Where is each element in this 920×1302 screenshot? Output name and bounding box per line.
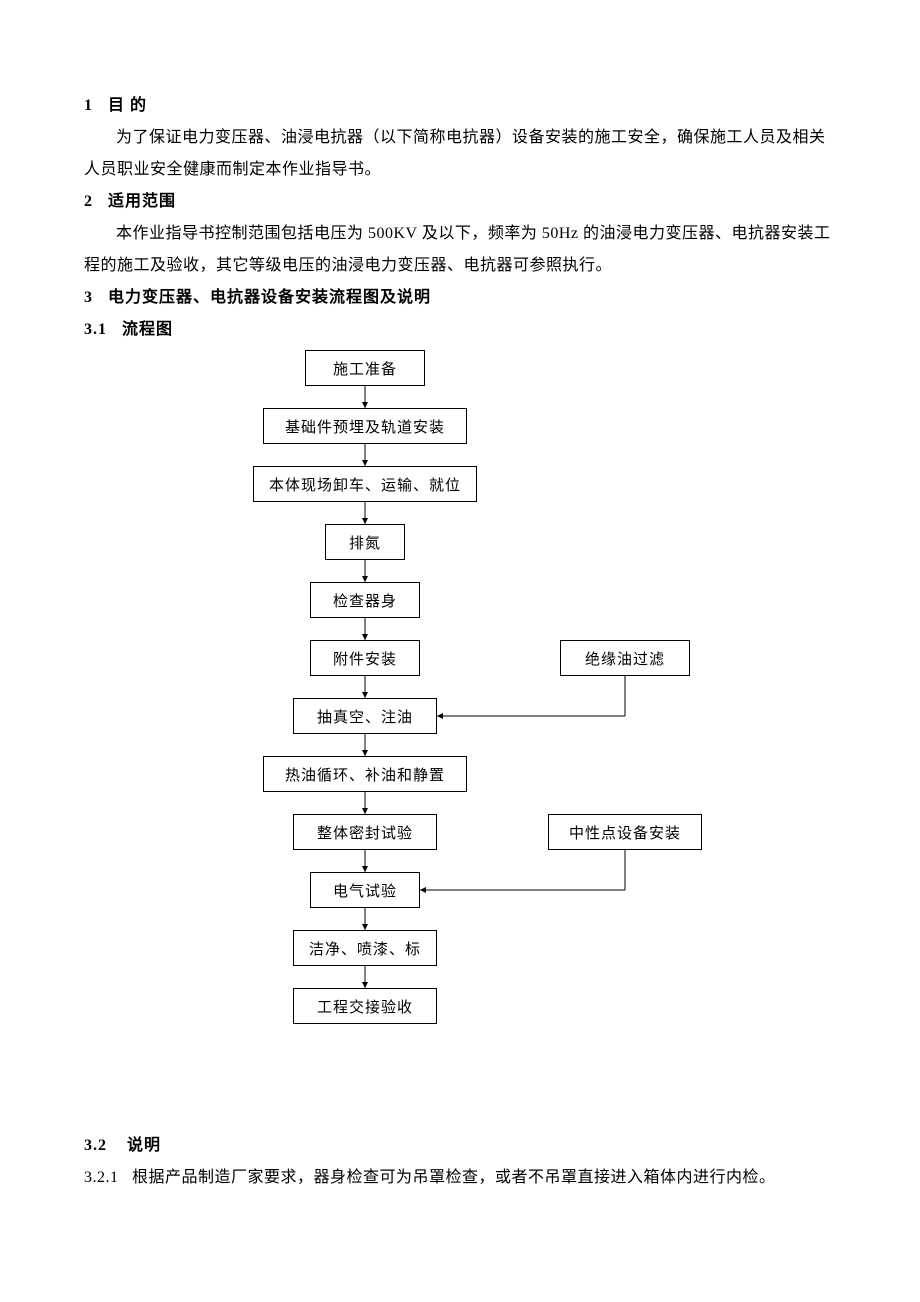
flow-node-n11: 洁净、喷漆、标 bbox=[293, 930, 437, 966]
heading-3-1: 3.1 流程图 bbox=[84, 314, 836, 346]
flow-node-n10: 电气试验 bbox=[310, 872, 420, 908]
installation-flowchart: 施工准备基础件预埋及轨道安装本体现场卸车、运输、就位排氮检查器身附件安装 绝缘油过… bbox=[180, 350, 740, 1130]
flow-node-n12: 工程交接验收 bbox=[293, 988, 437, 1024]
heading-3-2: 3.2 说明 bbox=[84, 1130, 836, 1162]
flow-node-n4: 排氮 bbox=[325, 524, 405, 560]
section-2-body: 本作业指导书控制范围包括电压为 500KV 及以下，频率为 50Hz 的油浸电力… bbox=[84, 218, 836, 282]
heading-3-title: 电力变压器、电抗器设备安装流程图及说明 bbox=[108, 289, 431, 306]
flow-node-n2: 基础件预埋及轨道安装 bbox=[263, 408, 467, 444]
flow-node-s6: 绝缘油过滤 bbox=[560, 640, 690, 676]
flow-node-n9: 整体密封试验 bbox=[293, 814, 437, 850]
heading-3-1-title: 流程图 bbox=[122, 321, 173, 338]
flow-node-n6: 附件安装 bbox=[310, 640, 420, 676]
flow-node-s9: 中性点设备安装 bbox=[548, 814, 702, 850]
heading-3-1-num: 3.1 bbox=[84, 321, 107, 338]
item-3-2-1-body: 根据产品制造厂家要求，器身检查可为吊罩检查，或者不吊罩直接进入箱体内进行内检。 bbox=[132, 1169, 776, 1186]
item-3-2-1-num: 3.2.1 bbox=[84, 1169, 119, 1186]
flow-node-n3: 本体现场卸车、运输、就位 bbox=[253, 466, 477, 502]
heading-1: 1 目 的 bbox=[84, 90, 836, 122]
flow-node-n1: 施工准备 bbox=[305, 350, 425, 386]
heading-2: 2 适用范围 bbox=[84, 186, 836, 218]
flow-node-n8: 热油循环、补油和静置 bbox=[263, 756, 467, 792]
heading-2-num: 2 bbox=[84, 193, 93, 210]
heading-1-title: 目 的 bbox=[108, 97, 147, 114]
flow-node-n5: 检查器身 bbox=[310, 582, 420, 618]
heading-3: 3 电力变压器、电抗器设备安装流程图及说明 bbox=[84, 282, 836, 314]
flow-node-n7: 抽真空、注油 bbox=[293, 698, 437, 734]
heading-1-num: 1 bbox=[84, 97, 93, 114]
item-3-2-1: 3.2.1 根据产品制造厂家要求，器身检查可为吊罩检查，或者不吊罩直接进入箱体内… bbox=[84, 1162, 836, 1194]
heading-3-2-num: 3.2 bbox=[84, 1137, 107, 1154]
heading-3-num: 3 bbox=[84, 289, 93, 306]
section-1-body: 为了保证电力变压器、油浸电抗器（以下简称电抗器）设备安装的施工安全，确保施工人员… bbox=[84, 122, 836, 186]
heading-2-title: 适用范围 bbox=[108, 193, 176, 210]
heading-3-2-title: 说明 bbox=[127, 1137, 161, 1154]
